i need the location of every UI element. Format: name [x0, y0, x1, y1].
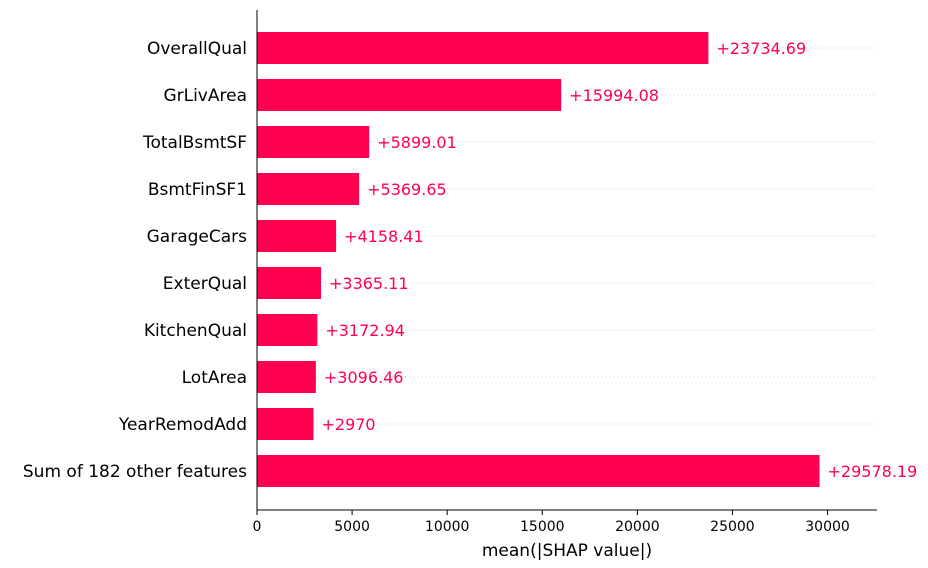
feature-label: OverallQual [147, 39, 247, 59]
x-ticks: 0 5000 10000 15000 20000 25000 30000 [253, 510, 850, 535]
feature-label: ExterQual [163, 274, 247, 294]
value-label: +3096.46 [324, 368, 404, 387]
feature-label: YearRemodAdd [118, 415, 247, 435]
value-labels: +23734.69 +15994.08 +5899.01 +5369.65 +4158.… [321, 39, 917, 481]
feature-label: Sum of 182 other features [23, 462, 247, 482]
bar [257, 314, 318, 346]
value-label: +29578.19 [828, 462, 918, 481]
value-label: +3365.11 [329, 274, 409, 293]
feature-label: LotArea [182, 368, 247, 388]
x-tick-label: 5000 [334, 519, 370, 535]
feature-label: GarageCars [147, 227, 248, 247]
feature-label: KitchenQual [144, 321, 247, 341]
value-label: +2970 [321, 415, 375, 434]
x-tick-label: 10000 [425, 519, 470, 535]
bar [257, 220, 337, 252]
bar [257, 126, 370, 158]
value-label: +15994.08 [569, 86, 659, 105]
bar [257, 361, 316, 393]
bar [257, 455, 820, 487]
value-label: +4158.41 [344, 227, 424, 246]
row-guides [257, 47, 877, 472]
bar [257, 32, 709, 64]
x-tick-label: 15000 [520, 519, 565, 535]
value-label: +5369.65 [367, 180, 447, 199]
x-tick-label: 30000 [805, 519, 850, 535]
axes [256, 10, 877, 511]
value-label: +5899.01 [377, 133, 457, 152]
x-tick-label: 20000 [615, 519, 660, 535]
bar [257, 267, 321, 299]
bar [257, 79, 562, 111]
value-label: +3172.94 [325, 321, 405, 340]
bar [257, 408, 314, 440]
x-axis-title: mean(|SHAP value|) [482, 541, 652, 561]
value-label: +23734.69 [716, 39, 806, 58]
x-tick-label: 0 [253, 519, 262, 535]
feature-label: GrLivArea [163, 86, 247, 106]
feature-label: TotalBsmtSF [142, 133, 247, 153]
bars [257, 32, 820, 487]
x-tick-label: 25000 [710, 519, 755, 535]
feature-label: BsmtFinSF1 [148, 180, 247, 200]
bar [257, 173, 360, 205]
feature-labels: OverallQual GrLivArea TotalBsmtSF BsmtFinSF… [23, 39, 247, 482]
